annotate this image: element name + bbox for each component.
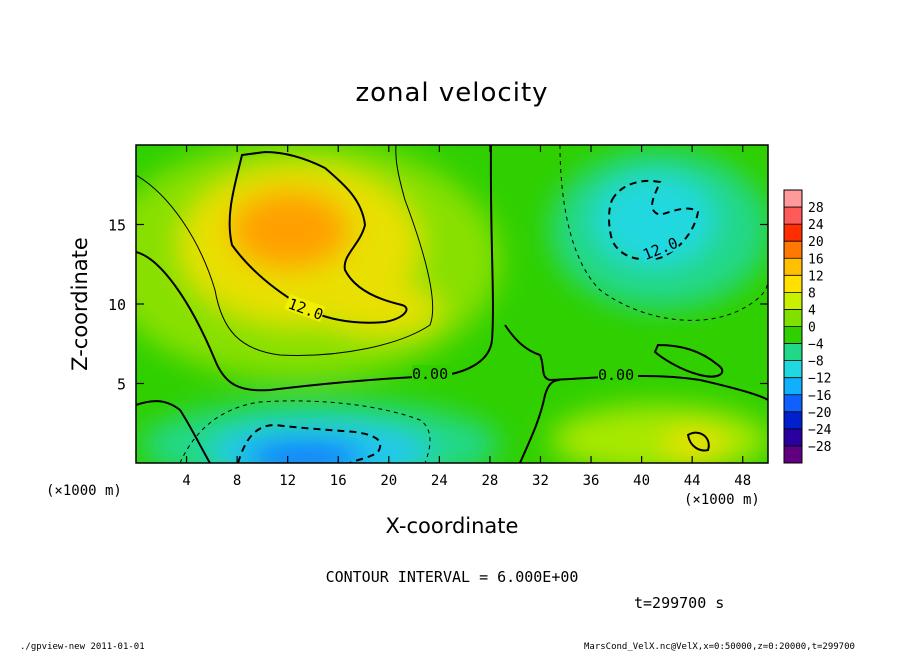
footer-left: ./gpview-new 2011-01-01 [20,642,145,652]
field-cyan-upper-right [595,175,715,265]
colorbar-swatch [784,224,802,242]
chart-title: zonal velocity [355,78,549,108]
contour-zero-center [504,324,768,401]
x-tick-label: 36 [583,473,600,489]
colorbar-label: −16 [808,389,831,404]
colorbar-label: −28 [808,440,831,455]
colorbar-swatch [784,326,802,345]
contour-zero-small-bottom [686,431,710,452]
colorbar-swatch [784,343,802,362]
colorbar-label: 16 [808,252,824,267]
colorbar-swatch [784,445,802,464]
x-tick-label: 32 [532,473,549,489]
contour-label-zero-left-bg [412,365,452,381]
x-tick-label: 44 [684,473,701,489]
colorbar-label: −4 [808,338,824,353]
colorbar-swatch [784,360,802,379]
colorbar-swatch [784,241,802,259]
contour-zero-lower-right [519,379,561,463]
contour-label-zero-right: 0.00 [598,366,634,384]
contour-neg12-bottom [237,423,382,463]
x-axis-label: X-coordinate [385,514,519,538]
x-axis-unit-right: (×1000 m) [684,492,760,508]
colorbar-label: 12 [808,269,824,284]
colorbar-label: 28 [808,201,824,216]
contours [136,145,768,463]
contour-zero-loop-right [653,343,724,378]
contour-neg6-bottom [179,400,431,463]
contour-neg12-upper-right [608,180,700,261]
contour-zero-lower [136,400,211,463]
colorbar-swatch [784,309,802,327]
x-axis-unit-left: (×1000 m) [46,483,122,499]
contour-6-thin [136,145,434,356]
colorbar-label: −8 [808,355,824,370]
field-orange-core [230,190,350,270]
footer-right: MarsCond_VelX.nc@VelX,x=0:50000,z=0:2000… [584,642,855,652]
x-tick-label: 20 [380,473,397,489]
contour-interval-note: CONTOUR INTERVAL = 6.000E+00 [325,568,579,586]
colorbar-label: 20 [808,235,824,250]
field-greenlight-bottom-right [550,405,768,463]
x-tick-label: 4 [182,473,190,489]
contour-label-zero-left: 0.00 [412,365,448,383]
x-tick-label: 24 [431,473,448,489]
colorbar-swatch [784,258,802,276]
colorbar-swatch [784,207,802,225]
colorbar-swatch [784,394,802,413]
colorbar-swatch [784,275,802,293]
time-stamp: t=299700 s [634,594,725,612]
contour-label-zero-right-bg [598,366,638,382]
y-axis-label: Z-coordinate [68,237,92,371]
y-tick-label: 5 [117,376,126,394]
x-tick-label: 8 [233,473,241,489]
colorbar-label: −24 [808,423,832,438]
colorbar-label: 0 [808,321,816,336]
field-yellow-bottom-right [665,429,725,461]
contour-zero-main [136,145,494,392]
contour-12-positive [228,150,408,324]
colorbar: 28 24 20 16 12 8 4 0 −4 −8 −12 −16 −20 −24 −28 [783,189,832,464]
x-tick-label: 12 [279,473,296,489]
colorbar-label: 8 [808,286,816,301]
colorbar-swatch [784,292,802,310]
colorbar-label: 24 [808,218,824,233]
colorbar-swatch [784,190,802,208]
field-blue-bottom [245,442,365,463]
x-tick-label: 40 [633,473,650,489]
contour-label-12-bg [284,293,326,323]
colorbar-label: −12 [808,372,831,387]
colorbar-swatch [784,411,802,430]
field-yellow-tongue [320,285,440,335]
y-tick-label: 10 [108,296,126,314]
x-tick-label: 28 [481,473,498,489]
x-tick-label: 48 [734,473,751,489]
x-tick-label: 16 [330,473,347,489]
y-tick-label: 15 [108,217,126,235]
colorbar-swatch [784,428,802,447]
colorbar-label: −20 [808,406,831,421]
contour-neg6-upper-right [559,145,768,321]
colorbar-label: 4 [808,303,816,318]
plot-area: 12.0 12.0 0.00 0.00 [136,145,768,463]
colorbar-swatch [784,377,802,396]
contour-label-neg12-bg [638,233,680,263]
